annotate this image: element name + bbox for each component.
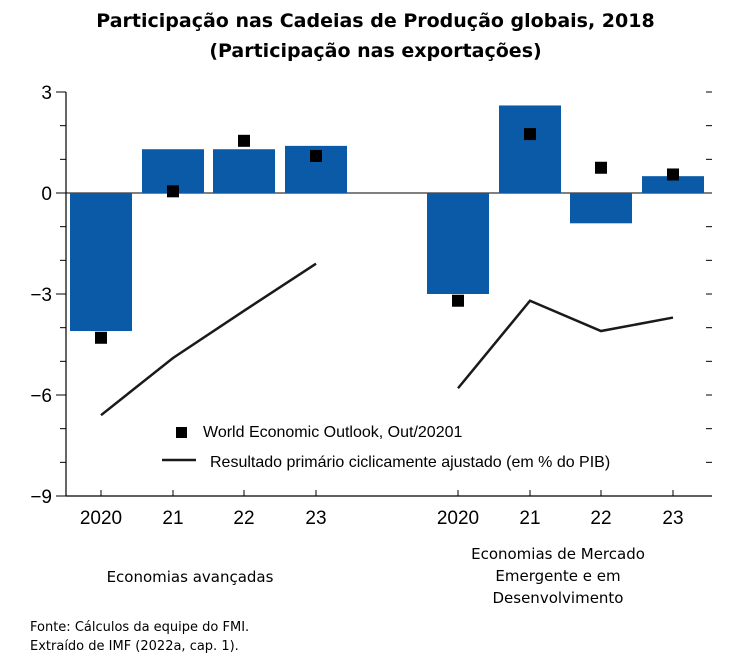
chart-subtitle: (Participação nas exportações) [209,40,542,62]
weo-marker [452,294,464,307]
weo-marker [167,185,179,198]
primary-balance-line [457,299,674,390]
group-label-emerging-3: Desenvolvimento [492,589,624,607]
x-tick-label: 23 [305,508,326,529]
primary-balance-line [100,262,317,417]
y-tick-label: −3 [30,285,52,306]
x-tick-label: 22 [590,508,611,529]
chart-title: Participação nas Cadeias de Produção glo… [96,10,655,32]
bar [499,105,561,193]
bar [213,149,275,193]
tick-labels-layer: 3 0 −3 −6 −9 2020 21 22 23 2020 21 22 23 [30,83,683,529]
y-tick-label: 3 [41,83,52,104]
x-tick-label: 2020 [437,508,479,529]
bar [427,193,489,294]
y-tick-label: −9 [30,487,52,508]
legend-marker-swatch [176,427,187,438]
legend-weo-label: World Economic Outlook, Out/20201 [203,424,462,441]
bar [570,193,632,224]
weo-marker [667,168,679,181]
bar [642,176,704,193]
group-label-emerging-1: Economias de Mercado [471,545,645,563]
bars-layer [70,105,704,332]
lines-layer [100,262,674,417]
weo-marker [95,331,107,344]
x-tick-label: 2020 [80,508,122,529]
source-ref: Extraído de IMF (2022a, cap. 1). [30,639,239,654]
weo-marker [524,128,536,141]
legend-line-label: Resultado primário ciclicamente ajustado… [210,454,610,471]
x-tick-label: 21 [162,508,183,529]
bar [70,193,132,332]
markers-layer [95,128,679,344]
weo-marker [310,149,322,162]
weo-marker [595,161,607,174]
weo-marker [238,134,250,147]
legend: World Economic Outlook, Out/20201 Resulta… [162,424,610,471]
x-tick-label: 22 [233,508,254,529]
source-note: Fonte: Cálculos da equipe do FMI. [30,620,250,635]
x-tick-label: 23 [662,508,683,529]
y-tick-label: −6 [30,386,52,407]
x-tick-label: 21 [519,508,540,529]
y-tick-label: 0 [41,184,52,205]
group-label-advanced: Economias avançadas [106,568,274,586]
group-label-emerging-2: Emergente e em [495,567,621,585]
